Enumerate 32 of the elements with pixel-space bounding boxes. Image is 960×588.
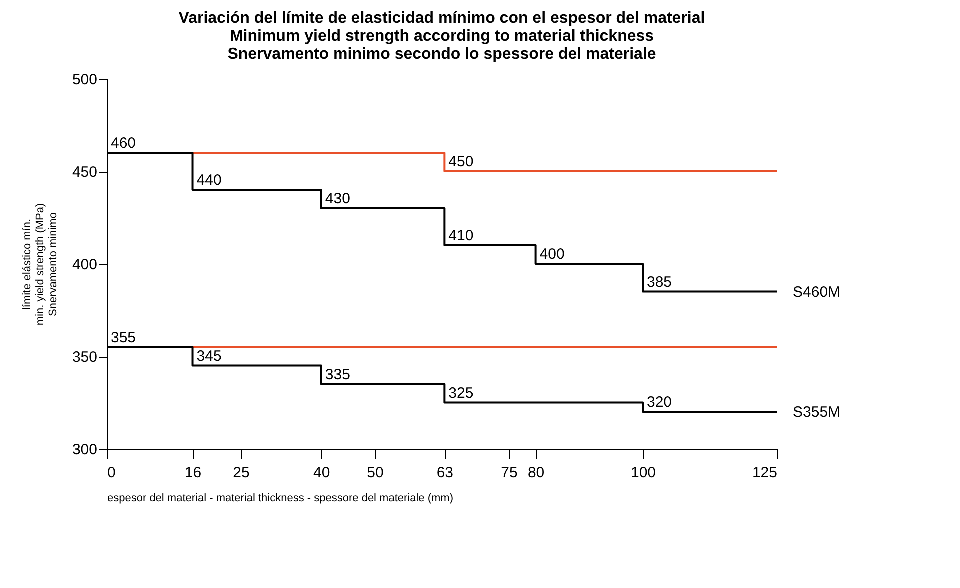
y-tick-label: 500: [72, 72, 98, 88]
data-label: 410: [448, 228, 474, 244]
data-label: 320: [647, 394, 672, 411]
chart-title: Variación del límite de elasticidad mínimo con el espesor del material Minimum yield strength according to material thickness Snervamento minimo secondo lo spessore del materiale: [178, 10, 706, 63]
y-axis-title: límite elástico mín. min. yield strength (MPa) Snervamento minimo: [21, 203, 60, 326]
data-label: 325: [448, 384, 474, 402]
x-tick-label: 125: [752, 464, 778, 482]
y-tick-label: 400: [72, 256, 98, 274]
x-tick-label: 100: [630, 464, 656, 482]
data-label: 430: [325, 190, 350, 208]
data-label: 460: [111, 135, 136, 152]
x-axis-title: espesor del material - material thickness - spessore del materiale (mm): [108, 492, 454, 504]
x-tick-label: 63: [436, 464, 454, 482]
x-tick-label: 50: [367, 464, 384, 482]
y-tick-label: 300: [72, 442, 98, 458]
series-label: S460M: [793, 284, 841, 301]
data-label: 385: [647, 274, 672, 291]
x-tick-label: 0: [108, 464, 116, 482]
y-tick-label: 350: [72, 349, 98, 366]
x-tick-label: 80: [528, 464, 545, 482]
data-label: 345: [196, 348, 222, 365]
y-tick-label: 450: [72, 164, 98, 181]
x-tick-label: 75: [501, 464, 518, 482]
data-label: 450: [448, 154, 474, 170]
series-label: S355M: [793, 404, 841, 421]
data-label: 355: [111, 329, 136, 346]
x-tick-label: 16: [184, 464, 202, 482]
data-label: 335: [325, 366, 350, 384]
x-tick-label: 40: [314, 464, 330, 482]
x-tick-label: 25: [233, 464, 250, 482]
data-label: 440: [196, 172, 222, 189]
data-label: 400: [540, 246, 565, 263]
